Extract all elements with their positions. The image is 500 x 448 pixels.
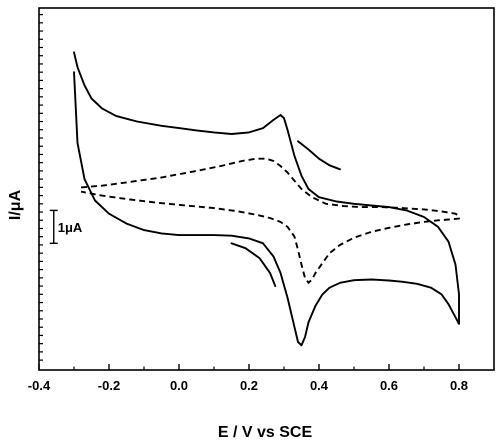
scale-bar-label: 1μA <box>58 220 83 235</box>
solid-curve-4 <box>297 140 341 171</box>
x-tick-label: 0.2 <box>240 378 258 393</box>
x-axis-ticks <box>38 364 460 370</box>
x-tick-label: 0.8 <box>450 378 468 393</box>
solid-curve-3 <box>230 242 277 288</box>
y-axis-title: I/μA <box>7 189 24 220</box>
current-scale-bar: 1μA <box>49 209 83 245</box>
voltammogram-curves <box>73 51 460 347</box>
x-axis-tick-labels: -0.4 -0.2 0.0 0.2 0.4 0.6 0.8 <box>28 378 468 393</box>
x-tick-label: 0.0 <box>170 378 188 393</box>
x-axis-title: E / V vs SCE <box>218 424 313 441</box>
x-tick-label: -0.4 <box>28 378 51 393</box>
x-tick-label: -0.2 <box>98 378 120 393</box>
x-tick-label: 0.6 <box>380 378 398 393</box>
y-axis-ticks <box>39 13 43 361</box>
plot-frame <box>38 7 495 371</box>
solid-curve-1 <box>73 51 460 347</box>
x-tick-label: 0.4 <box>310 378 329 393</box>
dashed-curve-2 <box>80 157 460 284</box>
